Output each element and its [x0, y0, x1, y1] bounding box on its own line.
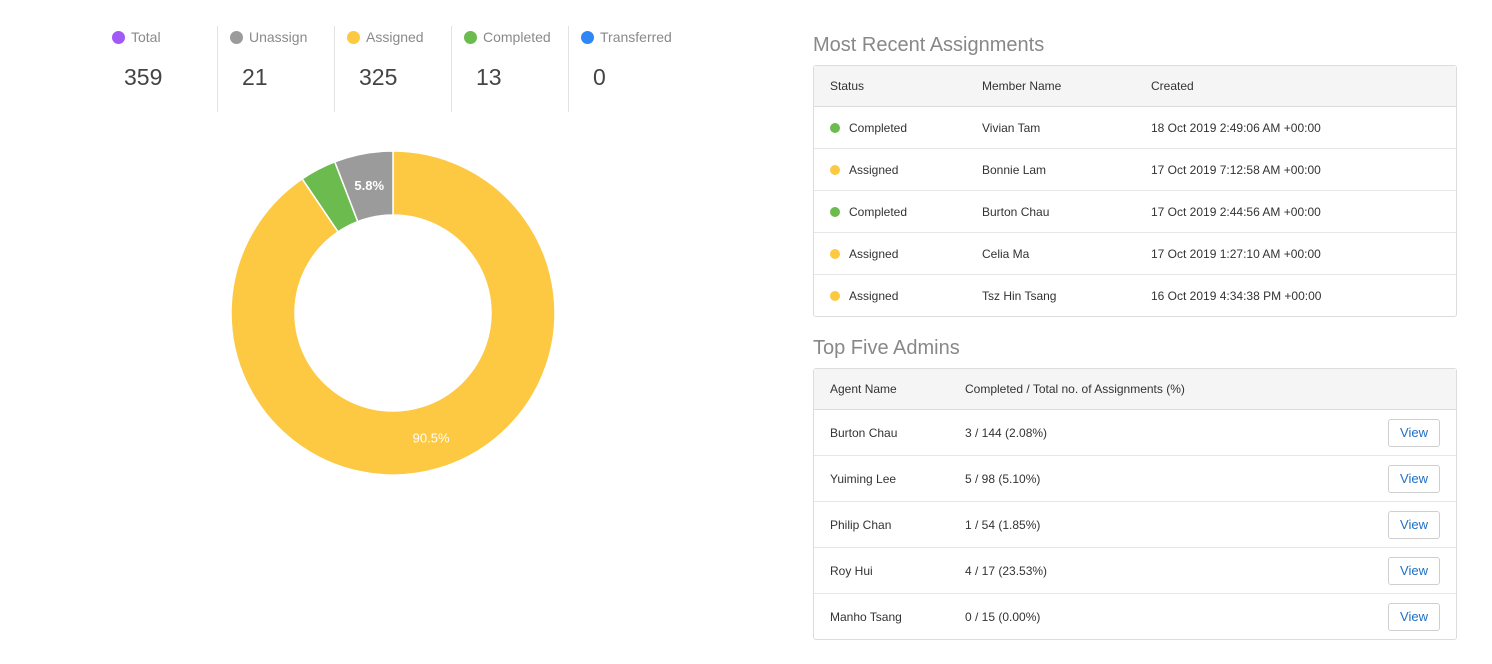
completion-ratio: 5 / 98 (5.10%): [965, 471, 1041, 486]
stat-value: 13: [476, 64, 502, 90]
stat-label: Unassign: [249, 29, 308, 45]
status-dot: [830, 290, 840, 301]
donut-data-label: 5.8%: [354, 178, 384, 193]
transferred-legend-dot: [581, 30, 594, 44]
view-button[interactable]: View: [1388, 602, 1440, 631]
table-row: Assigned Tsz Hin Tsang 16 Oct 2019 4:34:38…: [814, 275, 1456, 316]
donut-slice-unassign[interactable]: [333, 150, 394, 223]
completion-ratio: 1 / 54 (1.85%): [965, 517, 1041, 532]
stat-value: 0: [593, 64, 606, 90]
table-row: Philip Chan 1 / 54 (1.85%) View: [814, 502, 1456, 548]
top-admins-table: Agent Name Completed / Total no. of Assi…: [813, 368, 1457, 640]
agent-name: Roy Hui: [830, 563, 873, 578]
member-name: Burton Chau: [982, 204, 1050, 219]
assigned-legend-dot: [347, 30, 360, 44]
table-row: Assigned Celia Ma 17 Oct 2019 1:27:10 AM +…: [814, 233, 1456, 275]
agent-header: Agent Name: [830, 382, 897, 396]
status-dot: [830, 164, 840, 175]
status-dot: [830, 206, 840, 217]
stat-transferred[interactable]: Transferred 0: [568, 26, 685, 112]
stat-label: Total: [131, 29, 161, 45]
stat-unassign[interactable]: Unassign 21: [217, 26, 334, 112]
donut-slice-assigned[interactable]: [230, 150, 556, 476]
recent-assignments-title: Most Recent Assignments: [813, 34, 1045, 56]
table-row: Manho Tsang 0 / 15 (0.00%) View: [814, 594, 1456, 639]
stat-value: 359: [124, 64, 163, 90]
view-button[interactable]: View: [1388, 510, 1440, 539]
status-text: Assigned: [849, 162, 899, 177]
created-date: 17 Oct 2019 7:12:58 AM +00:00: [1151, 162, 1321, 177]
table-row: Completed Burton Chau 17 Oct 2019 2:44:56 …: [814, 191, 1456, 233]
ratio-header: Completed / Total no. of Assignments (%): [965, 382, 1185, 396]
top-admins-title: Top Five Admins: [813, 337, 960, 359]
view-button[interactable]: View: [1388, 464, 1440, 493]
completion-ratio: 0 / 15 (0.00%): [965, 609, 1041, 624]
recent-assignments-table: Status Member Name Created Completed Vivi…: [813, 65, 1457, 317]
completion-ratio: 4 / 17 (23.53%): [965, 563, 1048, 578]
status-dot: [830, 248, 840, 259]
completion-ratio: 3 / 144 (2.08%): [965, 425, 1048, 440]
table-row: Yuiming Lee 5 / 98 (5.10%) View: [814, 456, 1456, 502]
agent-name: Burton Chau: [830, 425, 898, 440]
agent-name: Manho Tsang: [830, 609, 902, 624]
member-name: Bonnie Lam: [982, 162, 1047, 177]
created-date: 17 Oct 2019 2:44:56 AM +00:00: [1151, 204, 1321, 219]
status-header: Status: [830, 79, 865, 93]
table-row: Completed Vivian Tam 18 Oct 2019 2:49:06 A…: [814, 107, 1456, 149]
unassign-legend-dot: [230, 30, 243, 44]
member-name: Celia Ma: [982, 246, 1030, 261]
stat-label: Assigned: [366, 29, 424, 45]
agent-name: Yuiming Lee: [830, 471, 897, 486]
stat-value: 325: [359, 64, 398, 90]
agent-name: Philip Chan: [830, 517, 892, 532]
view-button[interactable]: View: [1388, 418, 1440, 447]
created-date: 16 Oct 2019 4:34:38 PM +00:00: [1151, 288, 1322, 303]
completed-legend-dot: [464, 30, 477, 44]
created-date: 18 Oct 2019 2:49:06 AM +00:00: [1151, 120, 1321, 135]
status-text: Completed: [849, 120, 908, 135]
donut-svg: 90.5% 5.8%: [230, 150, 556, 476]
table-header: Status Member Name Created: [814, 66, 1456, 107]
assignment-donut-chart: 90.5% 5.8%: [220, 140, 566, 486]
stat-assigned[interactable]: Assigned 325: [334, 26, 451, 112]
donut-data-label: 90.5%: [413, 430, 450, 445]
stat-total[interactable]: Total 359: [100, 26, 217, 112]
table-row: Burton Chau 3 / 144 (2.08%) View: [814, 410, 1456, 456]
status-text: Assigned: [849, 246, 899, 261]
stat-label: Completed: [483, 29, 551, 45]
view-button[interactable]: View: [1388, 556, 1440, 585]
member-name: Tsz Hin Tsang: [982, 288, 1057, 303]
created-date: 17 Oct 2019 1:27:10 AM +00:00: [1151, 246, 1321, 261]
status-dot: [830, 122, 840, 133]
created-header: Created: [1151, 79, 1194, 93]
stat-value: 21: [242, 64, 268, 90]
member-name: Vivian Tam: [982, 120, 1041, 135]
stat-completed[interactable]: Completed 13: [451, 26, 568, 112]
status-text: Completed: [849, 204, 908, 219]
stat-label: Transferred: [600, 29, 672, 45]
total-legend-dot: [112, 30, 125, 44]
table-row: Assigned Bonnie Lam 17 Oct 2019 7:12:58 AM…: [814, 149, 1456, 191]
stats-summary: Total 359 Unassign 21 Assigned 325 Compl…: [100, 26, 685, 112]
table-header: Agent Name Completed / Total no. of Assi…: [814, 369, 1456, 410]
member-header: Member Name: [982, 79, 1062, 93]
status-text: Assigned: [849, 288, 899, 303]
table-row: Roy Hui 4 / 17 (23.53%) View: [814, 548, 1456, 594]
